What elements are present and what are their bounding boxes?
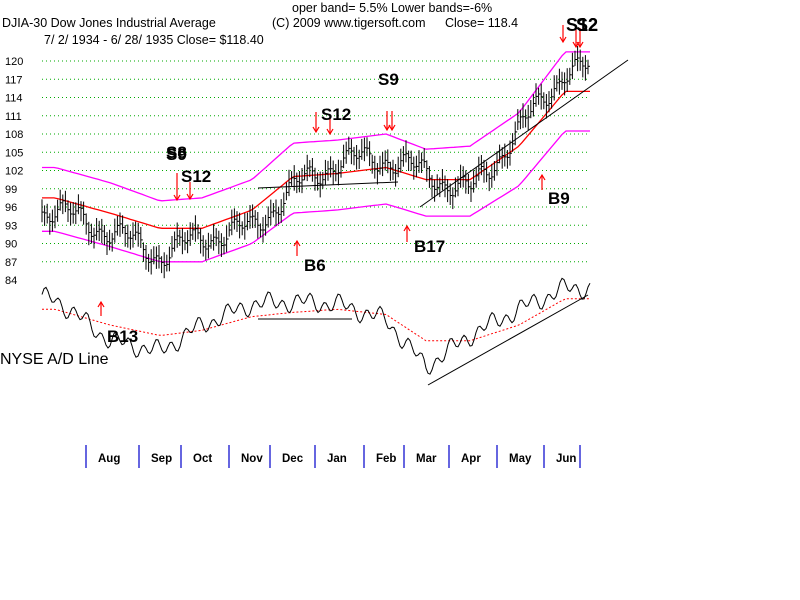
y-tick-label: 111 bbox=[5, 111, 22, 123]
buy-arrow-head bbox=[97, 300, 105, 308]
signal-b9: B9 bbox=[548, 189, 570, 208]
trendlines bbox=[257, 59, 629, 208]
y-tick-label: 120 bbox=[5, 56, 23, 68]
sell-arrow-head bbox=[559, 36, 567, 44]
month-label: Aug bbox=[98, 453, 120, 465]
y-tick-label: 96 bbox=[5, 202, 17, 214]
month-label: Sep bbox=[151, 453, 172, 465]
month-label: Feb bbox=[376, 453, 396, 465]
sell-arrow-head bbox=[383, 124, 391, 132]
signal-b13: B13 bbox=[107, 327, 138, 346]
y-tick-label: 99 bbox=[5, 184, 17, 196]
signal-labels: S9 S8 S12 S12 S9 S12 S2 B13 B6 B17 B9 bbox=[107, 15, 598, 346]
ad-line bbox=[41, 277, 591, 375]
y-axis-labels: 120 117 114 111 108 105 102 99 96 93 90 87 84 bbox=[5, 56, 23, 287]
buy-arrow-head bbox=[538, 173, 546, 181]
ad-line-label: NYSE A/D Line bbox=[0, 351, 109, 368]
signal-s12-jan: S12 bbox=[321, 105, 351, 124]
sell-arrow-head bbox=[312, 126, 320, 134]
y-tick-label: 117 bbox=[5, 74, 23, 86]
chart-title: DJIA-30 Dow Jones Industrial Average bbox=[2, 16, 216, 30]
moving-average-line bbox=[42, 90, 590, 229]
price-bars bbox=[41, 46, 590, 279]
signal-b6: B6 bbox=[304, 256, 326, 275]
signal-s8-overprint: S8 bbox=[166, 143, 187, 162]
close-value-header: Close= 118.4 bbox=[445, 16, 518, 30]
signal-s9-feb: S9 bbox=[378, 70, 399, 89]
y-tick-label: 108 bbox=[5, 129, 23, 141]
y-tick-label: 114 bbox=[5, 93, 23, 105]
y-tick-label: 93 bbox=[5, 220, 17, 232]
buy-arrow-head bbox=[293, 239, 301, 247]
y-tick-label: 105 bbox=[5, 147, 23, 159]
month-label: Oct bbox=[193, 453, 212, 465]
sell-arrow-head bbox=[173, 194, 181, 202]
buy-arrow-head bbox=[403, 224, 411, 232]
y-grid bbox=[42, 60, 590, 263]
month-axis: Aug Sep Oct Nov Dec Jan Feb Mar Apr May Jun bbox=[85, 445, 581, 468]
trendline-neckline bbox=[257, 181, 399, 189]
y-tick-label: 84 bbox=[5, 275, 17, 287]
month-label: Dec bbox=[282, 453, 304, 465]
lower-band-line bbox=[42, 130, 590, 263]
signal-b17: B17 bbox=[414, 237, 445, 256]
y-tick-label: 90 bbox=[5, 239, 17, 251]
date-range: 7/ 2/ 1934 - 6/ 28/ 1935 Close= $118.40 bbox=[44, 33, 264, 47]
month-label: Jun bbox=[556, 453, 576, 465]
sell-arrow-head bbox=[186, 193, 194, 201]
signal-arrows bbox=[97, 25, 584, 316]
month-label: May bbox=[509, 453, 532, 465]
month-label: Jan bbox=[327, 453, 347, 465]
ad-trendline-rising bbox=[427, 294, 589, 386]
upper-band-line bbox=[42, 51, 590, 202]
signal-s12-jun: S12 bbox=[566, 15, 598, 35]
trendline-upper-support bbox=[419, 59, 629, 208]
signal-s9-overprint: S9 bbox=[166, 145, 187, 164]
sell-arrow-head bbox=[388, 124, 396, 132]
copyright-text: (C) 2009 www.tigersoft.com bbox=[272, 16, 426, 30]
y-tick-label: 87 bbox=[5, 257, 17, 269]
month-label: Nov bbox=[241, 453, 263, 465]
header-band-settings: oper band= 5.5% Lower bands=-6% bbox=[292, 1, 492, 15]
bollinger-bands bbox=[42, 51, 590, 263]
sell-arrow-head bbox=[576, 41, 584, 49]
month-label: Apr bbox=[461, 453, 481, 465]
ad-panel: NYSE A/D Line bbox=[0, 277, 591, 386]
signal-s12-oct: S12 bbox=[181, 167, 211, 186]
month-label: Mar bbox=[416, 453, 437, 465]
y-tick-label: 102 bbox=[5, 166, 23, 178]
signal-s2-jun: S2 bbox=[576, 15, 598, 35]
sell-arrow-head bbox=[326, 128, 334, 136]
